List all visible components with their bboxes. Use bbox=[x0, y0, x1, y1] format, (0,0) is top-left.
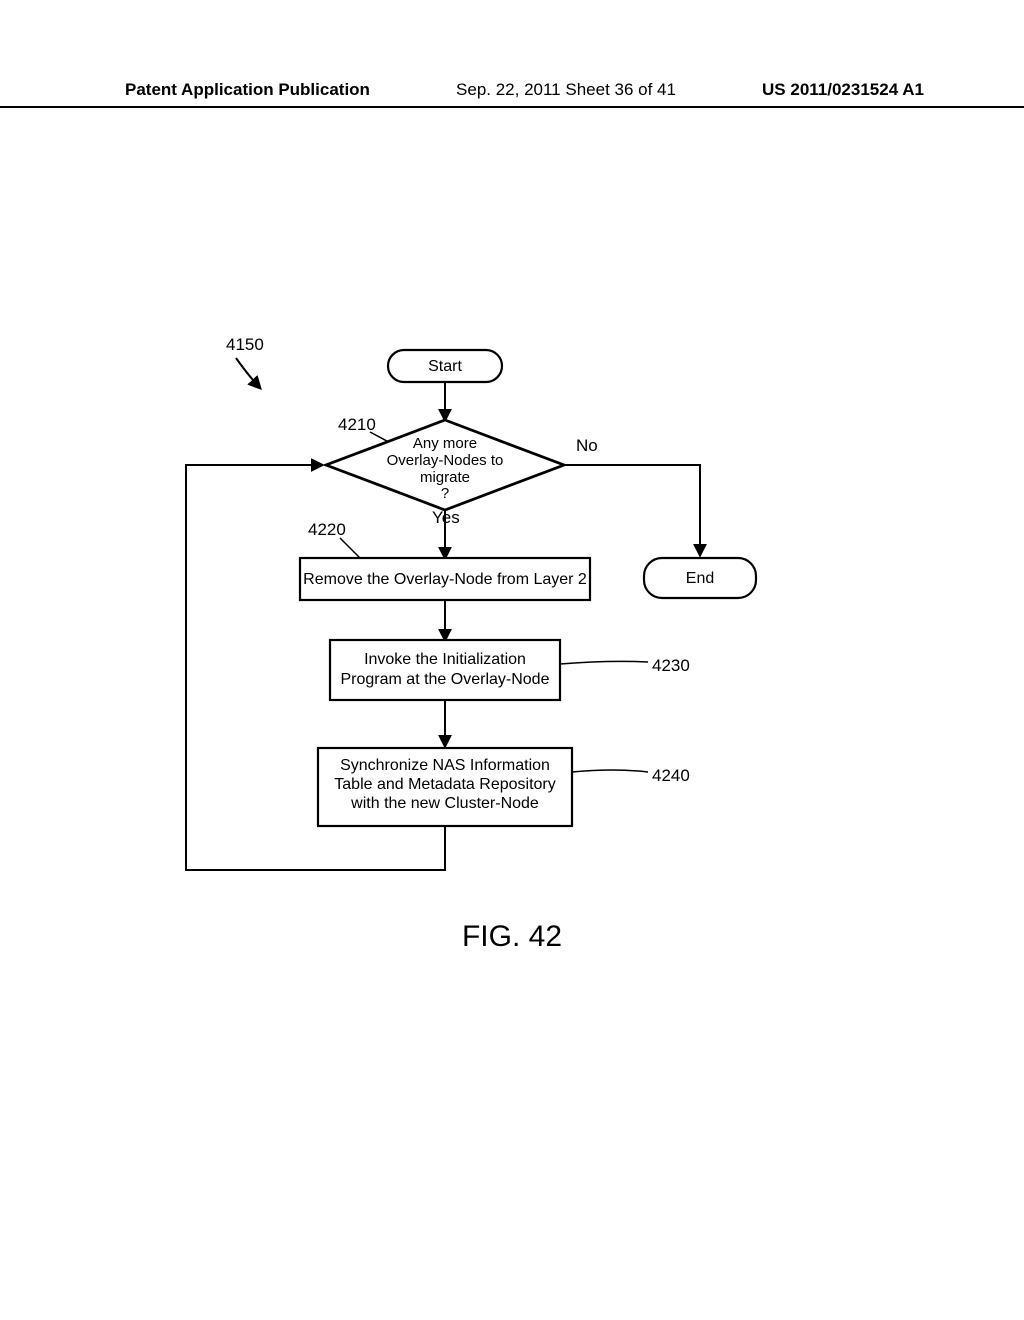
svg-text:Table and Metadata Repository: Table and Metadata Repository bbox=[334, 776, 555, 793]
svg-text:migrate: migrate bbox=[420, 469, 470, 486]
svg-text:Program at the Overlay-Node: Program at the Overlay-Node bbox=[341, 671, 550, 688]
svg-text:?: ? bbox=[441, 485, 449, 502]
start-text: Start bbox=[428, 358, 462, 375]
flowchart-diagram: Start Any more Overlay-Nodes to migrate … bbox=[0, 0, 1024, 1320]
svg-text:Synchronize NAS Information: Synchronize NAS Information bbox=[340, 757, 550, 774]
svg-text:Invoke the Initialization: Invoke the Initialization bbox=[364, 651, 526, 668]
svg-text:with the new Cluster-Node: with the new Cluster-Node bbox=[350, 795, 539, 812]
svg-text:Remove the Overlay-Node from L: Remove the Overlay-Node from Layer 2 bbox=[303, 571, 587, 588]
svg-text:Overlay-Nodes to: Overlay-Nodes to bbox=[387, 452, 504, 469]
figure-caption: FIG. 42 bbox=[0, 920, 1024, 954]
process-invoke bbox=[330, 640, 560, 700]
svg-text:Any more: Any more bbox=[413, 435, 477, 452]
svg-text:End: End bbox=[686, 570, 714, 587]
